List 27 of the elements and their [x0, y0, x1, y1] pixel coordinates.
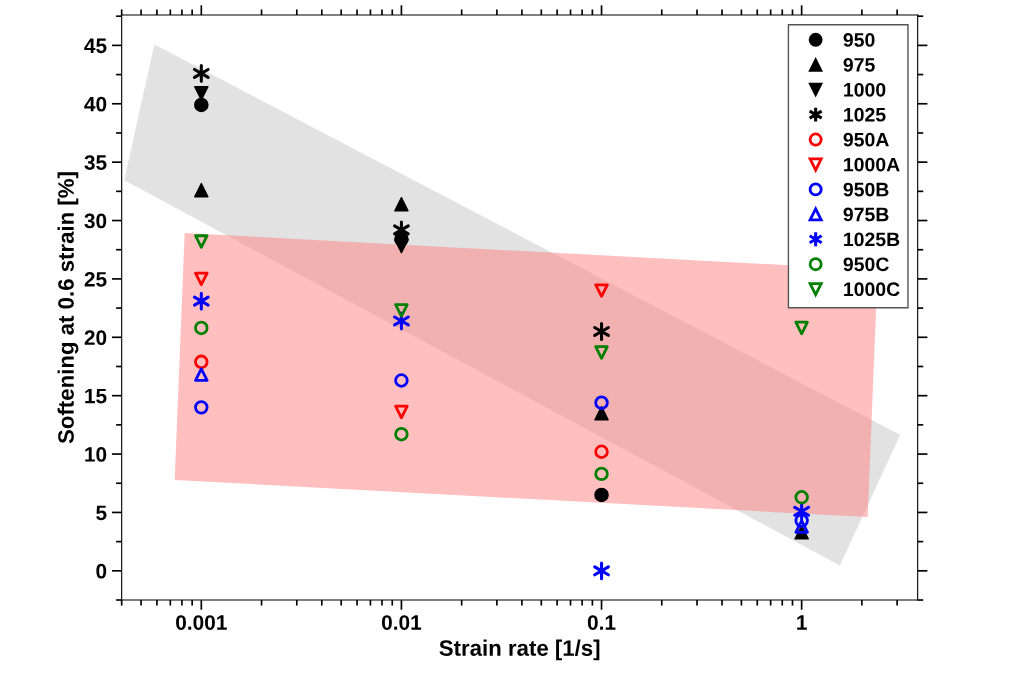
- y-tick-label: 0: [96, 563, 107, 579]
- y-tick-label: 30: [84, 213, 107, 229]
- x-tick-label: 0.01: [381, 615, 422, 630]
- y-tick-label: 40: [84, 96, 107, 112]
- x-tick-label: 0.001: [176, 615, 227, 630]
- legend-label: 950B: [843, 182, 889, 197]
- legend-label: 1025: [844, 107, 886, 122]
- legend-label: 1025B: [844, 232, 900, 247]
- y-tick-label: 5: [96, 505, 107, 521]
- legend-label: 1000A: [844, 157, 900, 172]
- x-axis-title: Strain rate [1/s]: [439, 639, 600, 661]
- y-tick-label: 10: [85, 447, 107, 462]
- legend-label: 975: [843, 57, 875, 72]
- y-tick-label: 35: [84, 155, 107, 170]
- legend-label: 1000C: [844, 282, 900, 297]
- legend-label: 950C: [843, 257, 889, 272]
- y-tick-label: 20: [84, 330, 107, 346]
- legend-label: 950A: [843, 132, 889, 147]
- x-tick-label: 1: [797, 615, 807, 630]
- y-tick-label: 45: [84, 38, 107, 54]
- legend-label: 950: [843, 33, 875, 47]
- y-tick-label: 15: [85, 388, 107, 404]
- y-axis-title: Softening at 0.6 strain [%]: [57, 172, 79, 444]
- legend-label: 975B: [843, 207, 889, 222]
- x-tick-label: 0.1: [587, 615, 616, 630]
- y-tick-label: 25: [84, 271, 107, 287]
- legend-label: 1000: [844, 82, 886, 97]
